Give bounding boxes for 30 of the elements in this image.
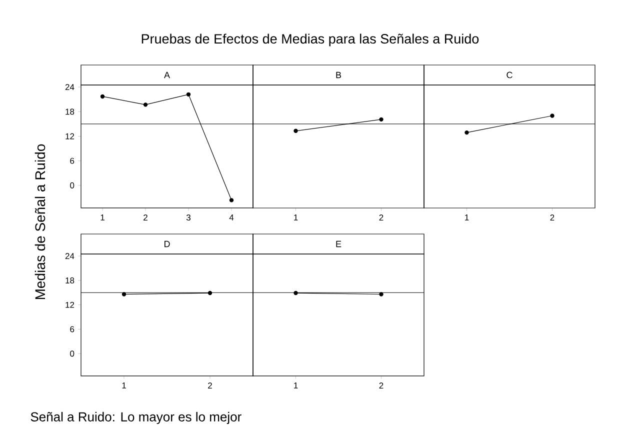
chart-title: E (336, 240, 342, 248)
chart-title: D (164, 240, 170, 248)
y-tick-label: 0 (70, 182, 74, 188)
x-tick-label: 2 (550, 214, 554, 220)
y-tick-label: 6 (70, 326, 74, 332)
chart-title: A (164, 72, 170, 78)
y-tick-label: 12 (66, 133, 74, 140)
x-tick-label: 3 (186, 214, 190, 221)
y-axis-title: Medias de Señal a Ruido (34, 144, 46, 300)
x-tick-label: 4 (229, 214, 234, 220)
text: Pruebas de Efectos de Medias para las Señales a Ruido (142, 34, 479, 46)
y-tick-label: 18 (66, 277, 74, 284)
y-tick-label: 12 (66, 302, 74, 308)
chart-title: C (506, 72, 512, 78)
x-tick-label: 2 (379, 382, 384, 388)
x-tick-label: 2 (379, 214, 384, 220)
y-tick-label: 18 (66, 108, 74, 115)
x-tick-label: 1 (465, 214, 469, 220)
x-tick-label: 1 (294, 382, 298, 388)
chart-title: B (336, 72, 342, 78)
text: Señal a Ruido: Lo mayor es lo mejor (30, 412, 242, 424)
x-tick-label: 2 (208, 382, 212, 388)
x-tick-label: 1 (294, 214, 298, 220)
x-tick-label: 2 (144, 214, 148, 220)
y-tick-label: 0 (70, 350, 74, 357)
x-tick-label: 1 (122, 382, 126, 388)
y-tick-label: 24 (65, 84, 74, 90)
x-tick-label: 1 (100, 214, 104, 220)
y-tick-label: 6 (70, 158, 74, 164)
y-tick-label: 24 (65, 253, 74, 259)
